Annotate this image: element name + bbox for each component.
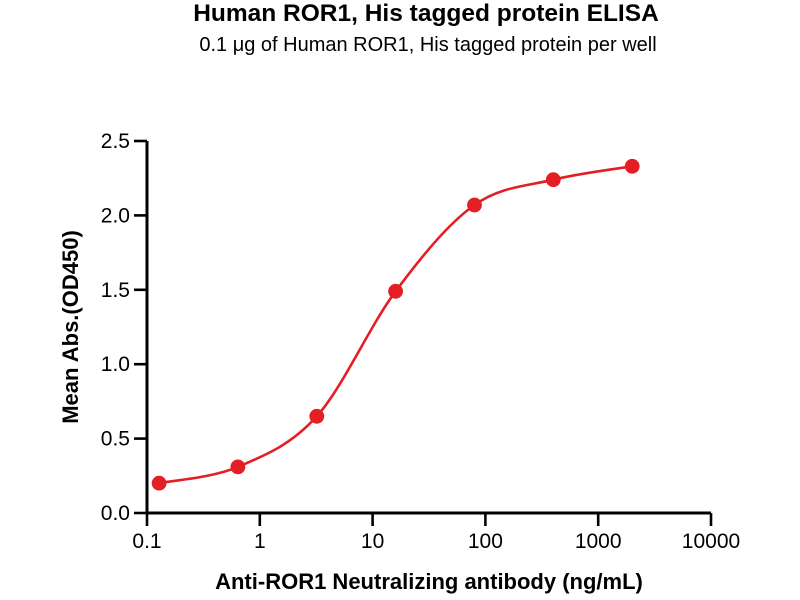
y-tick-label: 0.0 [101, 502, 130, 525]
data-point [309, 408, 325, 424]
y-axis-ticks: 0.0 0.5 1.0 1.5 2.0 2.5 [101, 130, 147, 525]
y-tick-label: 1.5 [101, 279, 130, 302]
x-tick-label: 100 [468, 530, 503, 553]
x-tick-label: 0.1 [132, 530, 161, 553]
x-tick-label: 10 [361, 530, 384, 553]
x-tick-label: 1000 [575, 530, 622, 553]
data-point [624, 158, 640, 174]
data-point [388, 283, 403, 299]
x-tick-label: 1 [254, 530, 266, 553]
data-point [151, 475, 167, 491]
y-tick-label: 2.0 [101, 204, 130, 227]
y-tick-label: 0.5 [101, 428, 130, 451]
data-points [151, 158, 640, 491]
y-tick-label: 2.5 [101, 130, 130, 153]
data-point [467, 197, 482, 213]
y-axis-label: Mean Abs.(OD450) [58, 230, 83, 424]
x-tick-label: 10000 [682, 530, 740, 553]
x-axis-label: Anti-ROR1 Neutralizing antibody (ng/mL) [215, 569, 643, 594]
chart-subtitle: 0.1 μg of Human ROR1, His tagged protein… [199, 34, 656, 56]
x-axis-ticks: 0.1 1 10 100 1000 10000 [132, 513, 740, 553]
chart-title: Human ROR1, His tagged protein ELISA [193, 0, 659, 27]
axes [145, 141, 711, 515]
dose-response-curve [158, 165, 633, 485]
axis-lines [145, 141, 711, 515]
y-tick-label: 1.0 [101, 353, 130, 376]
data-point [545, 172, 561, 188]
fit-curve [158, 165, 633, 485]
data-point [230, 459, 246, 475]
